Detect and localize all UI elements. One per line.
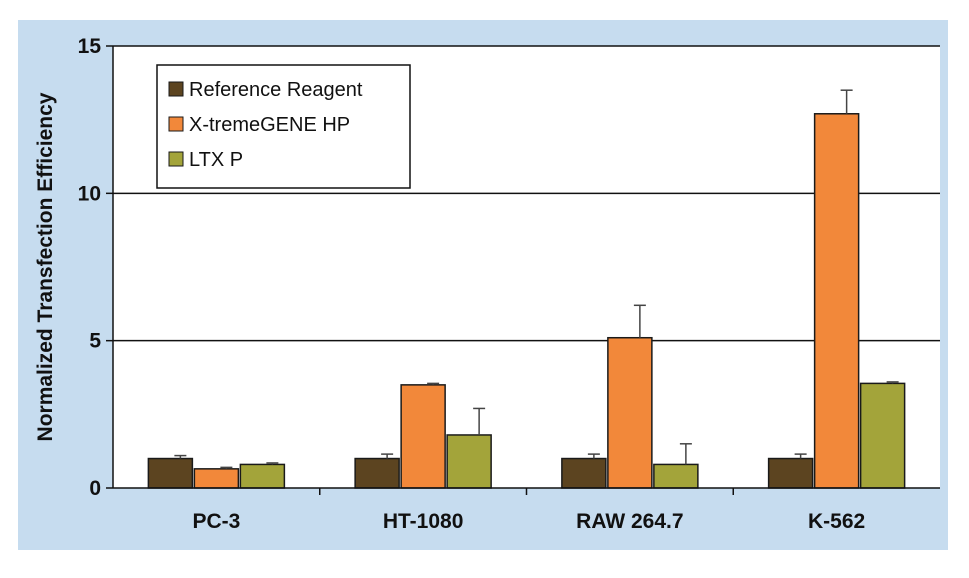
y-axis-label: Normalized Transfection Efficiency (34, 92, 57, 441)
bar (147, 457, 194, 489)
bar (767, 457, 814, 489)
x-tick-label: K-562 (808, 510, 865, 533)
axes: 0 5 10 15 PC-3 HT-1080 RAW 264.7 K-562 (78, 35, 940, 533)
legend-swatch (168, 151, 184, 167)
legend-label: X-tremeGENE HP (189, 114, 350, 136)
bar (607, 336, 653, 489)
x-tick-label: PC-3 (192, 510, 240, 533)
bars-layer (147, 89, 906, 489)
legend-swatch (168, 81, 184, 97)
y-tick-label: 0 (89, 477, 101, 500)
x-tick-label: HT-1080 (383, 510, 464, 533)
bar (859, 382, 906, 489)
bar (813, 113, 860, 489)
legend-swatch (168, 116, 184, 132)
bar (354, 457, 400, 489)
y-tick-label: 10 (78, 182, 101, 205)
bar (193, 468, 240, 489)
bar (653, 463, 699, 489)
bar (561, 457, 607, 489)
bar (239, 463, 286, 489)
bar (446, 434, 492, 489)
legend-label: LTX P (189, 149, 243, 171)
y-tick-label: 15 (78, 35, 102, 58)
legend-box (156, 64, 411, 189)
legend-label: Reference Reagent (189, 79, 363, 101)
x-tick-label: RAW 264.7 (576, 510, 683, 533)
gridlines (113, 45, 940, 342)
bar (400, 384, 446, 489)
legend: Reference Reagent X-tremeGENE HP LTX P (156, 64, 411, 189)
y-tick-label: 5 (89, 330, 101, 353)
